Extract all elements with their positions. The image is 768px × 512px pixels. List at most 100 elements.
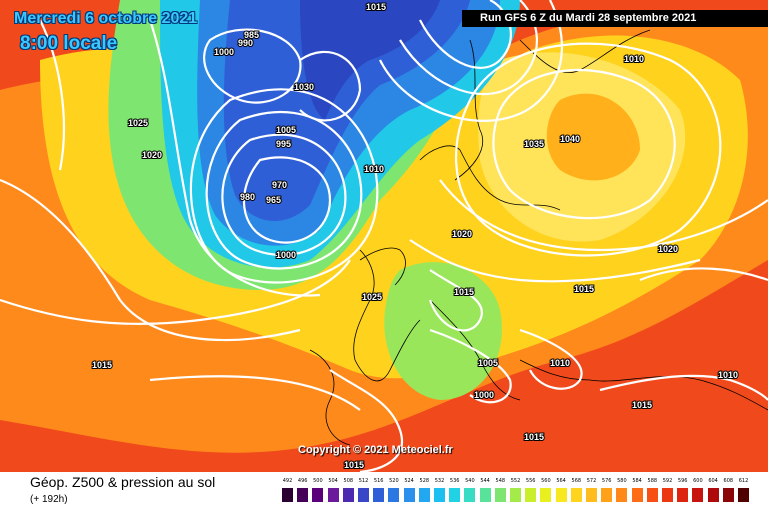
legend-swatch (616, 488, 628, 502)
legend-tick-label: 528 (419, 478, 430, 484)
pressure-label: 1015 (344, 460, 364, 470)
forecast-time-title: 8:00 locale (20, 33, 118, 54)
legend-tick-label: 544 (480, 478, 490, 484)
legend-tick-label: 532 (434, 478, 445, 484)
legend-swatch (510, 488, 521, 502)
pressure-label: 1015 (524, 432, 544, 442)
pressure-label: 1010 (364, 164, 384, 174)
legend-tick-label: 516 (373, 478, 384, 484)
pressure-label: 1015 (574, 284, 594, 294)
pressure-label: 1010 (718, 370, 738, 380)
legend-swatch (494, 488, 506, 502)
legend-tick-label: 592 (662, 478, 673, 484)
pressure-label: 1020 (452, 229, 472, 239)
legend-tick-label: 512 (358, 478, 369, 484)
pressure-label: 1025 (362, 292, 382, 302)
legend-swatch (464, 488, 476, 502)
legend-tick-label: 568 (571, 478, 582, 484)
pressure-label: 1025 (128, 118, 148, 128)
pressure-label: 1005 (276, 125, 296, 135)
legend-swatch (282, 488, 293, 502)
legend-swatch (479, 488, 491, 502)
pressure-label: 970 (272, 180, 287, 190)
legend-tick-label: 560 (541, 478, 551, 484)
copyright-notice: Copyright © 2021 Meteociel.fr (298, 444, 453, 456)
pressure-label: 1040 (560, 134, 580, 144)
legend-swatch (586, 488, 597, 502)
coastlines (309, 29, 768, 446)
legend-tick-label: 576 (601, 478, 612, 484)
legend-swatch (373, 488, 385, 502)
legend-tick-label: 600 (693, 478, 703, 484)
legend-tick-label: 564 (556, 478, 566, 484)
pressure-label: 1020 (142, 150, 162, 160)
pressure-label: 1000 (474, 390, 494, 400)
field-core-orange (546, 93, 640, 181)
legend-tick-label: 540 (465, 478, 475, 484)
legend-swatch (342, 488, 354, 502)
legend-tick-label: 604 (708, 478, 718, 484)
legend-tick-label: 500 (313, 478, 323, 484)
legend-swatch (555, 488, 567, 502)
legend-swatch (434, 488, 445, 502)
legend-swatch (601, 488, 613, 502)
pressure-label: 1015 (632, 400, 652, 410)
run-info-banner: Run GFS 6 Z du Mardi 28 septembre 2021 (462, 10, 768, 27)
legend-tick-label: 572 (586, 478, 597, 484)
pressure-label: 1035 (524, 139, 544, 149)
legend-swatch (449, 488, 461, 502)
legend-tick-label: 496 (297, 478, 308, 484)
pressure-label: 1000 (214, 47, 234, 57)
legend-tick-label: 492 (282, 478, 293, 484)
legend-swatch (692, 488, 704, 502)
legend-swatch (388, 488, 400, 502)
legend-tick-label: 536 (449, 478, 460, 484)
legend-tick-label: 612 (738, 478, 749, 484)
legend-swatch (358, 488, 369, 502)
pressure-label: 1010 (550, 358, 570, 368)
pressure-label: 1005 (478, 358, 498, 368)
legend-swatch (646, 488, 658, 502)
pressure-label: 1030 (294, 82, 314, 92)
weather-map: 1015 985 990 1000 1030 1025 1020 1035 10… (0, 0, 768, 472)
legend-swatch (418, 488, 430, 502)
field-darkblue (300, 0, 440, 120)
pressure-label: 990 (238, 38, 253, 48)
pressure-label: 965 (266, 195, 281, 205)
pressure-labels: 1015 985 990 1000 1030 1025 1020 1035 10… (91, 1, 739, 471)
legend-tick-label: 588 (647, 478, 658, 484)
pressure-label: 995 (276, 139, 291, 149)
product-label: Géop. Z500 & pression au sol (30, 474, 216, 490)
legend-swatch (540, 488, 552, 502)
pressure-label: 1015 (454, 287, 474, 297)
legend-tick-label: 596 (677, 478, 688, 484)
legend-tick-label: 608 (723, 478, 734, 484)
legend-swatch (738, 488, 749, 502)
legend-swatch (570, 488, 582, 502)
legend-swatch (631, 488, 643, 502)
lead-time-label: (+ 192h) (30, 494, 68, 505)
pressure-label: 980 (240, 192, 255, 202)
legend-tick-label: 552 (510, 478, 521, 484)
legend-swatch (327, 488, 339, 502)
pressure-label: 1000 (276, 250, 296, 260)
legend-tick-label: 580 (617, 478, 627, 484)
legend-tick-label: 584 (632, 478, 642, 484)
color-scale-legend: 492 496 500 504 508 512 516 520 524 528 532 536 540 5… (282, 478, 752, 508)
legend-swatch (312, 488, 324, 502)
legend-tick-label: 504 (328, 478, 338, 484)
pressure-label: 1015 (92, 360, 112, 370)
pressure-label: 1020 (658, 244, 678, 254)
legend-swatch (722, 488, 734, 502)
isobars (0, 0, 768, 472)
legend-swatch (525, 488, 537, 502)
legend-tick-label: 548 (495, 478, 506, 484)
pressure-label: 1010 (624, 54, 644, 64)
pressure-label: 985 (244, 30, 259, 40)
legend-swatch (677, 488, 689, 502)
legend-swatch (403, 488, 415, 502)
legend-tick-label: 520 (389, 478, 399, 484)
legend-swatch (707, 488, 719, 502)
legend-swatch (297, 488, 309, 502)
